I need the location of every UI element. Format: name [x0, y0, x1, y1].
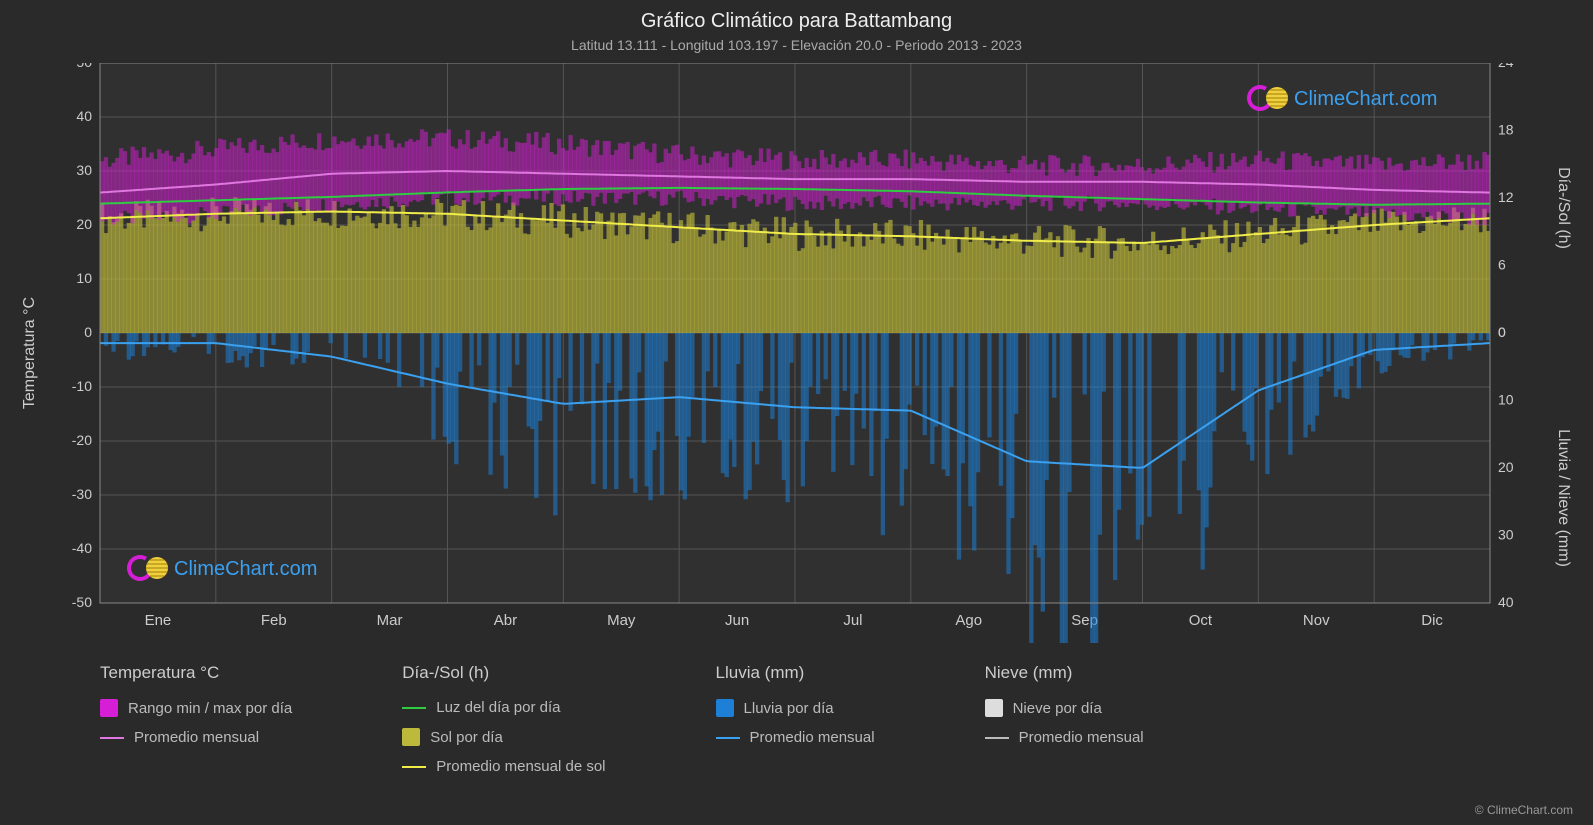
legend-group: Día-/Sol (h) Luz del día por día Sol por d…: [402, 663, 605, 775]
legend-label: Rango min / max por día: [128, 700, 292, 717]
svg-text:-20: -20: [72, 432, 92, 448]
legend-item: Luz del día por día: [402, 699, 605, 716]
svg-text:Feb: Feb: [261, 612, 287, 629]
svg-text:-40: -40: [72, 540, 92, 556]
legend-swatch: [985, 699, 1003, 717]
legend-swatch: [985, 737, 1009, 739]
svg-text:Abr: Abr: [494, 612, 517, 629]
legend-swatch: [402, 766, 426, 768]
svg-text:Oct: Oct: [1189, 612, 1213, 629]
svg-text:-50: -50: [72, 594, 92, 610]
svg-text:40: 40: [1498, 594, 1514, 610]
climate-chart-svg: -50-40-30-20-100102030405006121824010203…: [40, 63, 1550, 643]
legend-group-title: Temperatura °C: [100, 663, 292, 683]
svg-text:20: 20: [1498, 459, 1514, 475]
y-axis-right-bottom-label: Lluvia / Nieve (mm): [1554, 429, 1572, 567]
svg-text:50: 50: [76, 63, 92, 70]
legend: Temperatura °C Rango min / max por día Pro…: [100, 663, 1493, 775]
legend-swatch: [402, 728, 420, 746]
svg-text:30: 30: [1498, 527, 1514, 543]
legend-group: Temperatura °C Rango min / max por día Pro…: [100, 663, 292, 775]
chart-title: Gráfico Climático para Battambang: [0, 0, 1593, 33]
svg-text:Dic: Dic: [1421, 612, 1443, 629]
svg-text:10: 10: [1498, 392, 1514, 408]
svg-text:20: 20: [76, 216, 92, 232]
svg-text:Ene: Ene: [145, 612, 172, 629]
svg-text:6: 6: [1498, 257, 1506, 273]
legend-label: Sol por día: [430, 729, 503, 746]
svg-text:May: May: [607, 612, 636, 629]
svg-text:10: 10: [76, 270, 92, 286]
y-axis-left-label: Temperatura °C: [21, 297, 39, 409]
svg-text:0: 0: [84, 324, 92, 340]
legend-group: Nieve (mm) Nieve por día Promedio mensual: [985, 663, 1144, 775]
copyright-text: © ClimeChart.com: [1475, 803, 1573, 817]
chart-subtitle: Latitud 13.111 - Longitud 103.197 - Elev…: [0, 37, 1593, 53]
legend-label: Promedio mensual: [134, 729, 259, 746]
svg-text:Mar: Mar: [377, 612, 403, 629]
legend-swatch: [402, 707, 426, 709]
svg-text:Jul: Jul: [843, 612, 862, 629]
legend-item: Promedio mensual: [985, 729, 1144, 746]
svg-text:12: 12: [1498, 189, 1514, 205]
svg-text:ClimeChart.com: ClimeChart.com: [174, 558, 317, 580]
legend-group: Lluvia (mm) Lluvia por día Promedio mensua…: [716, 663, 875, 775]
legend-item: Promedio mensual de sol: [402, 758, 605, 775]
svg-text:Jun: Jun: [725, 612, 749, 629]
legend-item: Promedio mensual: [716, 729, 875, 746]
svg-text:24: 24: [1498, 63, 1514, 70]
legend-label: Promedio mensual: [1019, 729, 1144, 746]
svg-text:30: 30: [76, 162, 92, 178]
legend-item: Rango min / max por día: [100, 699, 292, 717]
legend-item: Promedio mensual: [100, 729, 292, 746]
svg-text:0: 0: [1498, 324, 1506, 340]
svg-text:Ago: Ago: [955, 612, 982, 629]
svg-text:Nov: Nov: [1303, 612, 1330, 629]
svg-text:ClimeChart.com: ClimeChart.com: [1294, 88, 1437, 110]
legend-swatch: [716, 699, 734, 717]
legend-item: Nieve por día: [985, 699, 1144, 717]
svg-text:-30: -30: [72, 486, 92, 502]
chart-area: Temperatura °C Día-/Sol (h) Lluvia / Nie…: [40, 63, 1553, 643]
svg-text:40: 40: [76, 108, 92, 124]
legend-label: Promedio mensual: [750, 729, 875, 746]
y-axis-right-top-label: Día-/Sol (h): [1554, 167, 1572, 249]
legend-label: Luz del día por día: [436, 699, 560, 716]
legend-item: Lluvia por día: [716, 699, 875, 717]
legend-label: Nieve por día: [1013, 700, 1102, 717]
legend-swatch: [716, 737, 740, 739]
legend-item: Sol por día: [402, 728, 605, 746]
legend-swatch: [100, 737, 124, 739]
svg-text:18: 18: [1498, 122, 1514, 138]
legend-group-title: Día-/Sol (h): [402, 663, 605, 683]
legend-group-title: Lluvia (mm): [716, 663, 875, 683]
legend-label: Lluvia por día: [744, 700, 834, 717]
svg-text:-10: -10: [72, 378, 92, 394]
legend-swatch: [100, 699, 118, 717]
legend-label: Promedio mensual de sol: [436, 758, 605, 775]
legend-group-title: Nieve (mm): [985, 663, 1144, 683]
